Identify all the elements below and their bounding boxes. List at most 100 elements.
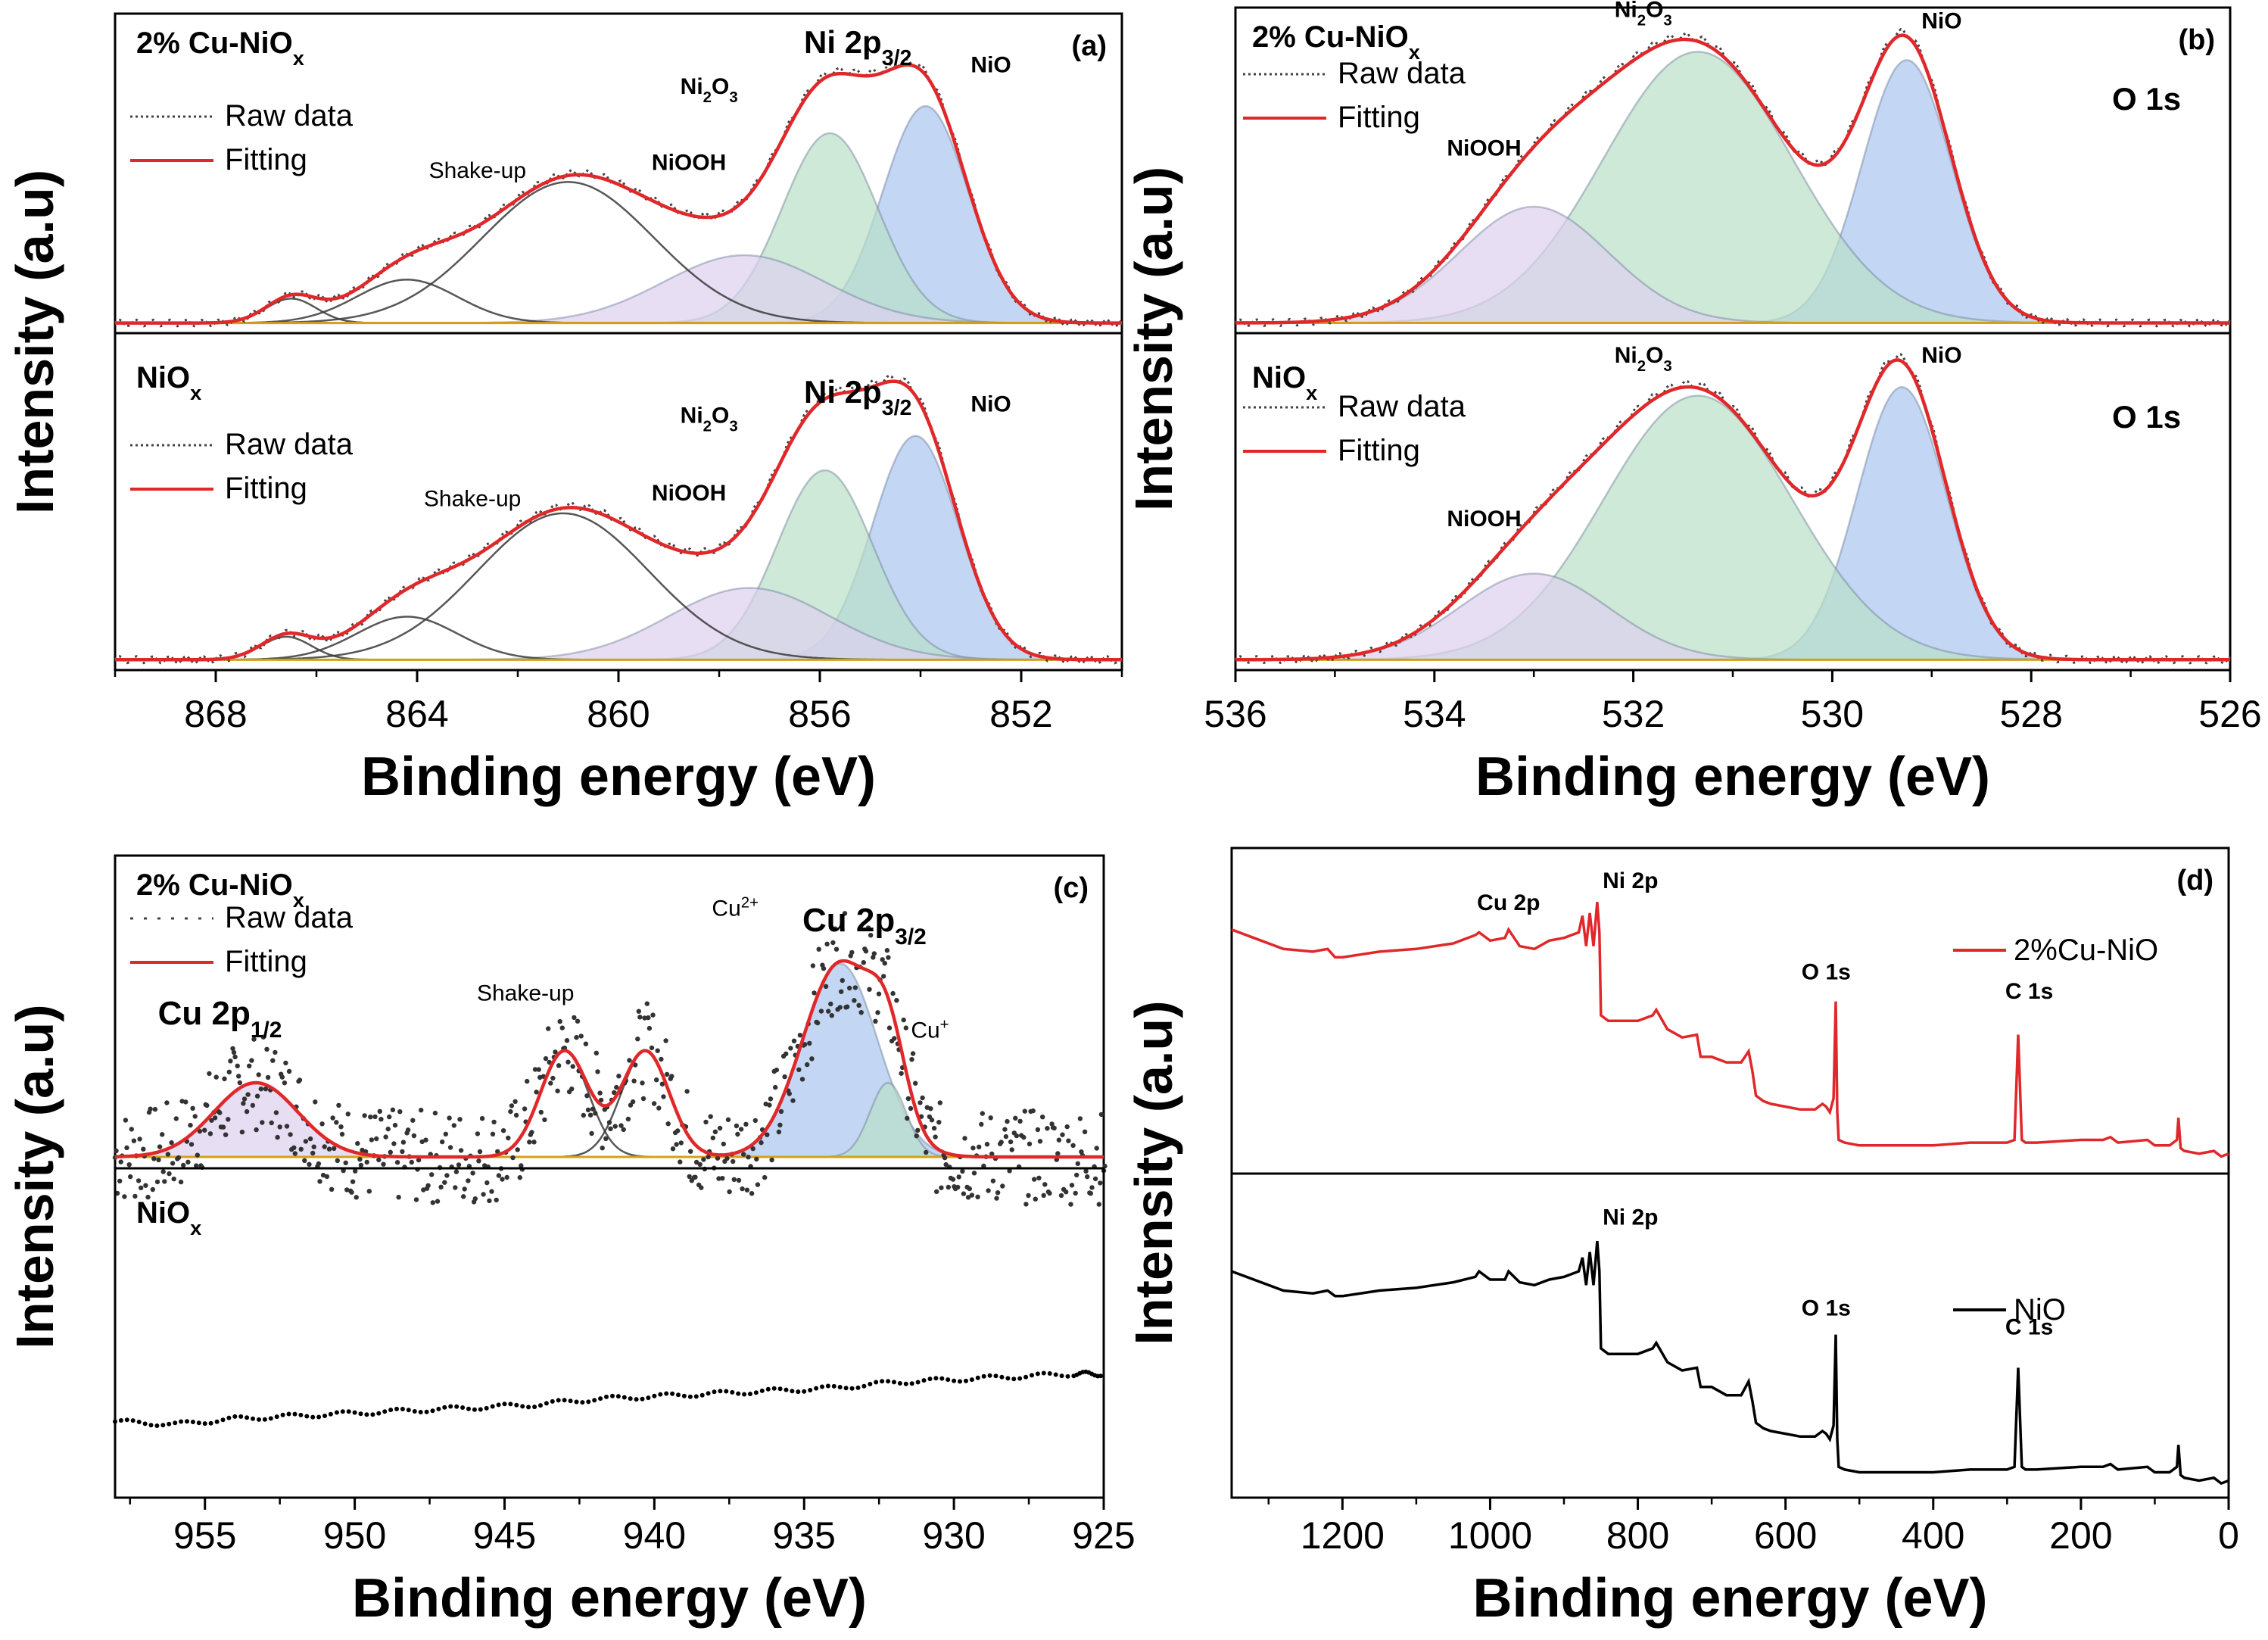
raw-data-point xyxy=(260,1120,265,1125)
raw-data-point xyxy=(336,1102,341,1108)
raw-data-point xyxy=(500,1128,506,1133)
raw-data-point xyxy=(490,1131,496,1137)
raw-data-point xyxy=(461,1194,466,1199)
raw-data-point xyxy=(1000,1183,1005,1189)
raw-data-point xyxy=(555,1088,560,1094)
nio-data-point xyxy=(418,1410,423,1414)
raw-data-point xyxy=(212,1115,218,1121)
nio-data-point xyxy=(226,1415,232,1420)
x-tick-label: 864 xyxy=(385,693,448,735)
raw-data-point xyxy=(863,949,869,954)
raw-data-point xyxy=(839,989,844,994)
raw-data-point xyxy=(890,990,896,996)
raw-data-point xyxy=(826,1009,831,1014)
raw-data-point xyxy=(344,1187,350,1193)
raw-data-point xyxy=(749,1191,755,1196)
raw-data-point xyxy=(444,1173,450,1178)
raw-data-point xyxy=(962,1136,967,1141)
raw-data-point xyxy=(292,1151,298,1156)
raw-data-point xyxy=(990,1178,996,1183)
annotation-label: Ni2O3 xyxy=(681,404,738,435)
nio-data-point xyxy=(154,1423,160,1428)
raw-data-point xyxy=(559,1025,565,1030)
raw-data-point xyxy=(665,1121,671,1127)
raw-data-point xyxy=(394,1160,400,1165)
nio-data-point xyxy=(693,1394,699,1399)
nio-data-point xyxy=(286,1411,291,1417)
panel-tag: (c) xyxy=(1054,872,1089,904)
nio-data-point xyxy=(855,1385,861,1390)
raw-data-point xyxy=(778,1108,784,1115)
raw-data-point xyxy=(915,1127,921,1133)
nio-data-point xyxy=(777,1386,783,1392)
raw-data-point xyxy=(141,1146,146,1152)
nio-data-point xyxy=(765,1386,771,1392)
x-axis-label: Binding energy (eV) xyxy=(352,1568,867,1629)
nio-data-point xyxy=(424,1409,429,1414)
raw-data-point xyxy=(136,1178,142,1183)
raw-data-point xyxy=(181,1162,186,1168)
raw-data-point xyxy=(254,1093,260,1099)
raw-data-point xyxy=(390,1107,396,1113)
nio-data-point xyxy=(1041,1370,1046,1376)
raw-data-point xyxy=(1074,1172,1079,1178)
annotation-label: Ni2O3 xyxy=(1615,0,1672,30)
x-tick-label: 950 xyxy=(323,1514,386,1557)
raw-data-point xyxy=(126,1162,132,1168)
raw-data-point xyxy=(746,1155,751,1160)
raw-data-point xyxy=(443,1131,448,1137)
raw-data-point xyxy=(584,1093,590,1099)
raw-data-point xyxy=(661,1094,666,1099)
raw-data-point xyxy=(740,1186,745,1192)
raw-data-point xyxy=(608,1126,613,1132)
nio-data-point xyxy=(952,1378,957,1383)
raw-data-point xyxy=(581,1112,586,1118)
raw-data-point xyxy=(663,1038,668,1043)
raw-data-point xyxy=(1068,1202,1073,1207)
raw-data-point xyxy=(353,1168,358,1174)
raw-data-point xyxy=(744,1187,750,1193)
nio-data-point xyxy=(724,1389,729,1394)
raw-data-point xyxy=(247,1063,252,1069)
nio-data-point xyxy=(508,1401,513,1407)
annotation-label: NiO xyxy=(1921,8,1961,33)
raw-data-point xyxy=(600,1146,605,1151)
raw-data-point xyxy=(956,1174,961,1180)
raw-data-point xyxy=(1042,1182,1048,1187)
raw-data-point xyxy=(979,1121,984,1127)
nio-data-point xyxy=(681,1393,687,1398)
raw-data-point xyxy=(782,1074,787,1080)
nio-data-point xyxy=(430,1408,435,1414)
raw-data-point xyxy=(903,1025,909,1030)
raw-data-point xyxy=(688,1149,693,1154)
raw-data-point xyxy=(965,1195,971,1200)
subplot-d-2: NiO Ni 2p O 1s C 1s xyxy=(1230,1172,2230,1499)
raw-data-point xyxy=(687,1174,692,1180)
raw-data-point xyxy=(818,1009,824,1014)
raw-data-point xyxy=(470,1171,475,1176)
nio-data-point xyxy=(262,1417,267,1422)
x-tick-label: 600 xyxy=(1754,1514,1817,1557)
raw-data-point xyxy=(565,1059,571,1065)
x-tick-label: 935 xyxy=(773,1514,836,1557)
raw-data-point xyxy=(525,1078,530,1084)
raw-data-point xyxy=(152,1106,158,1112)
raw-data-point xyxy=(1047,1190,1052,1196)
raw-data-point xyxy=(489,1189,494,1194)
raw-data-point xyxy=(701,1157,706,1162)
nio-data-point xyxy=(634,1397,639,1402)
raw-data-point xyxy=(509,1103,515,1108)
raw-data-point xyxy=(876,991,882,996)
raw-data-point xyxy=(980,1111,986,1116)
raw-data-point xyxy=(738,1127,744,1132)
raw-data-point xyxy=(910,1051,916,1056)
nio-data-point xyxy=(712,1389,717,1395)
subplot-c-2: NiOx xyxy=(113,1167,1105,1499)
raw-data-point xyxy=(810,963,816,968)
raw-data-point xyxy=(419,1108,424,1113)
raw-data-point xyxy=(362,1113,367,1118)
nio-data-point xyxy=(628,1396,633,1401)
nio-data-point xyxy=(999,1374,1005,1380)
raw-data-point xyxy=(989,1151,995,1157)
nio-data-point xyxy=(1059,1373,1064,1379)
